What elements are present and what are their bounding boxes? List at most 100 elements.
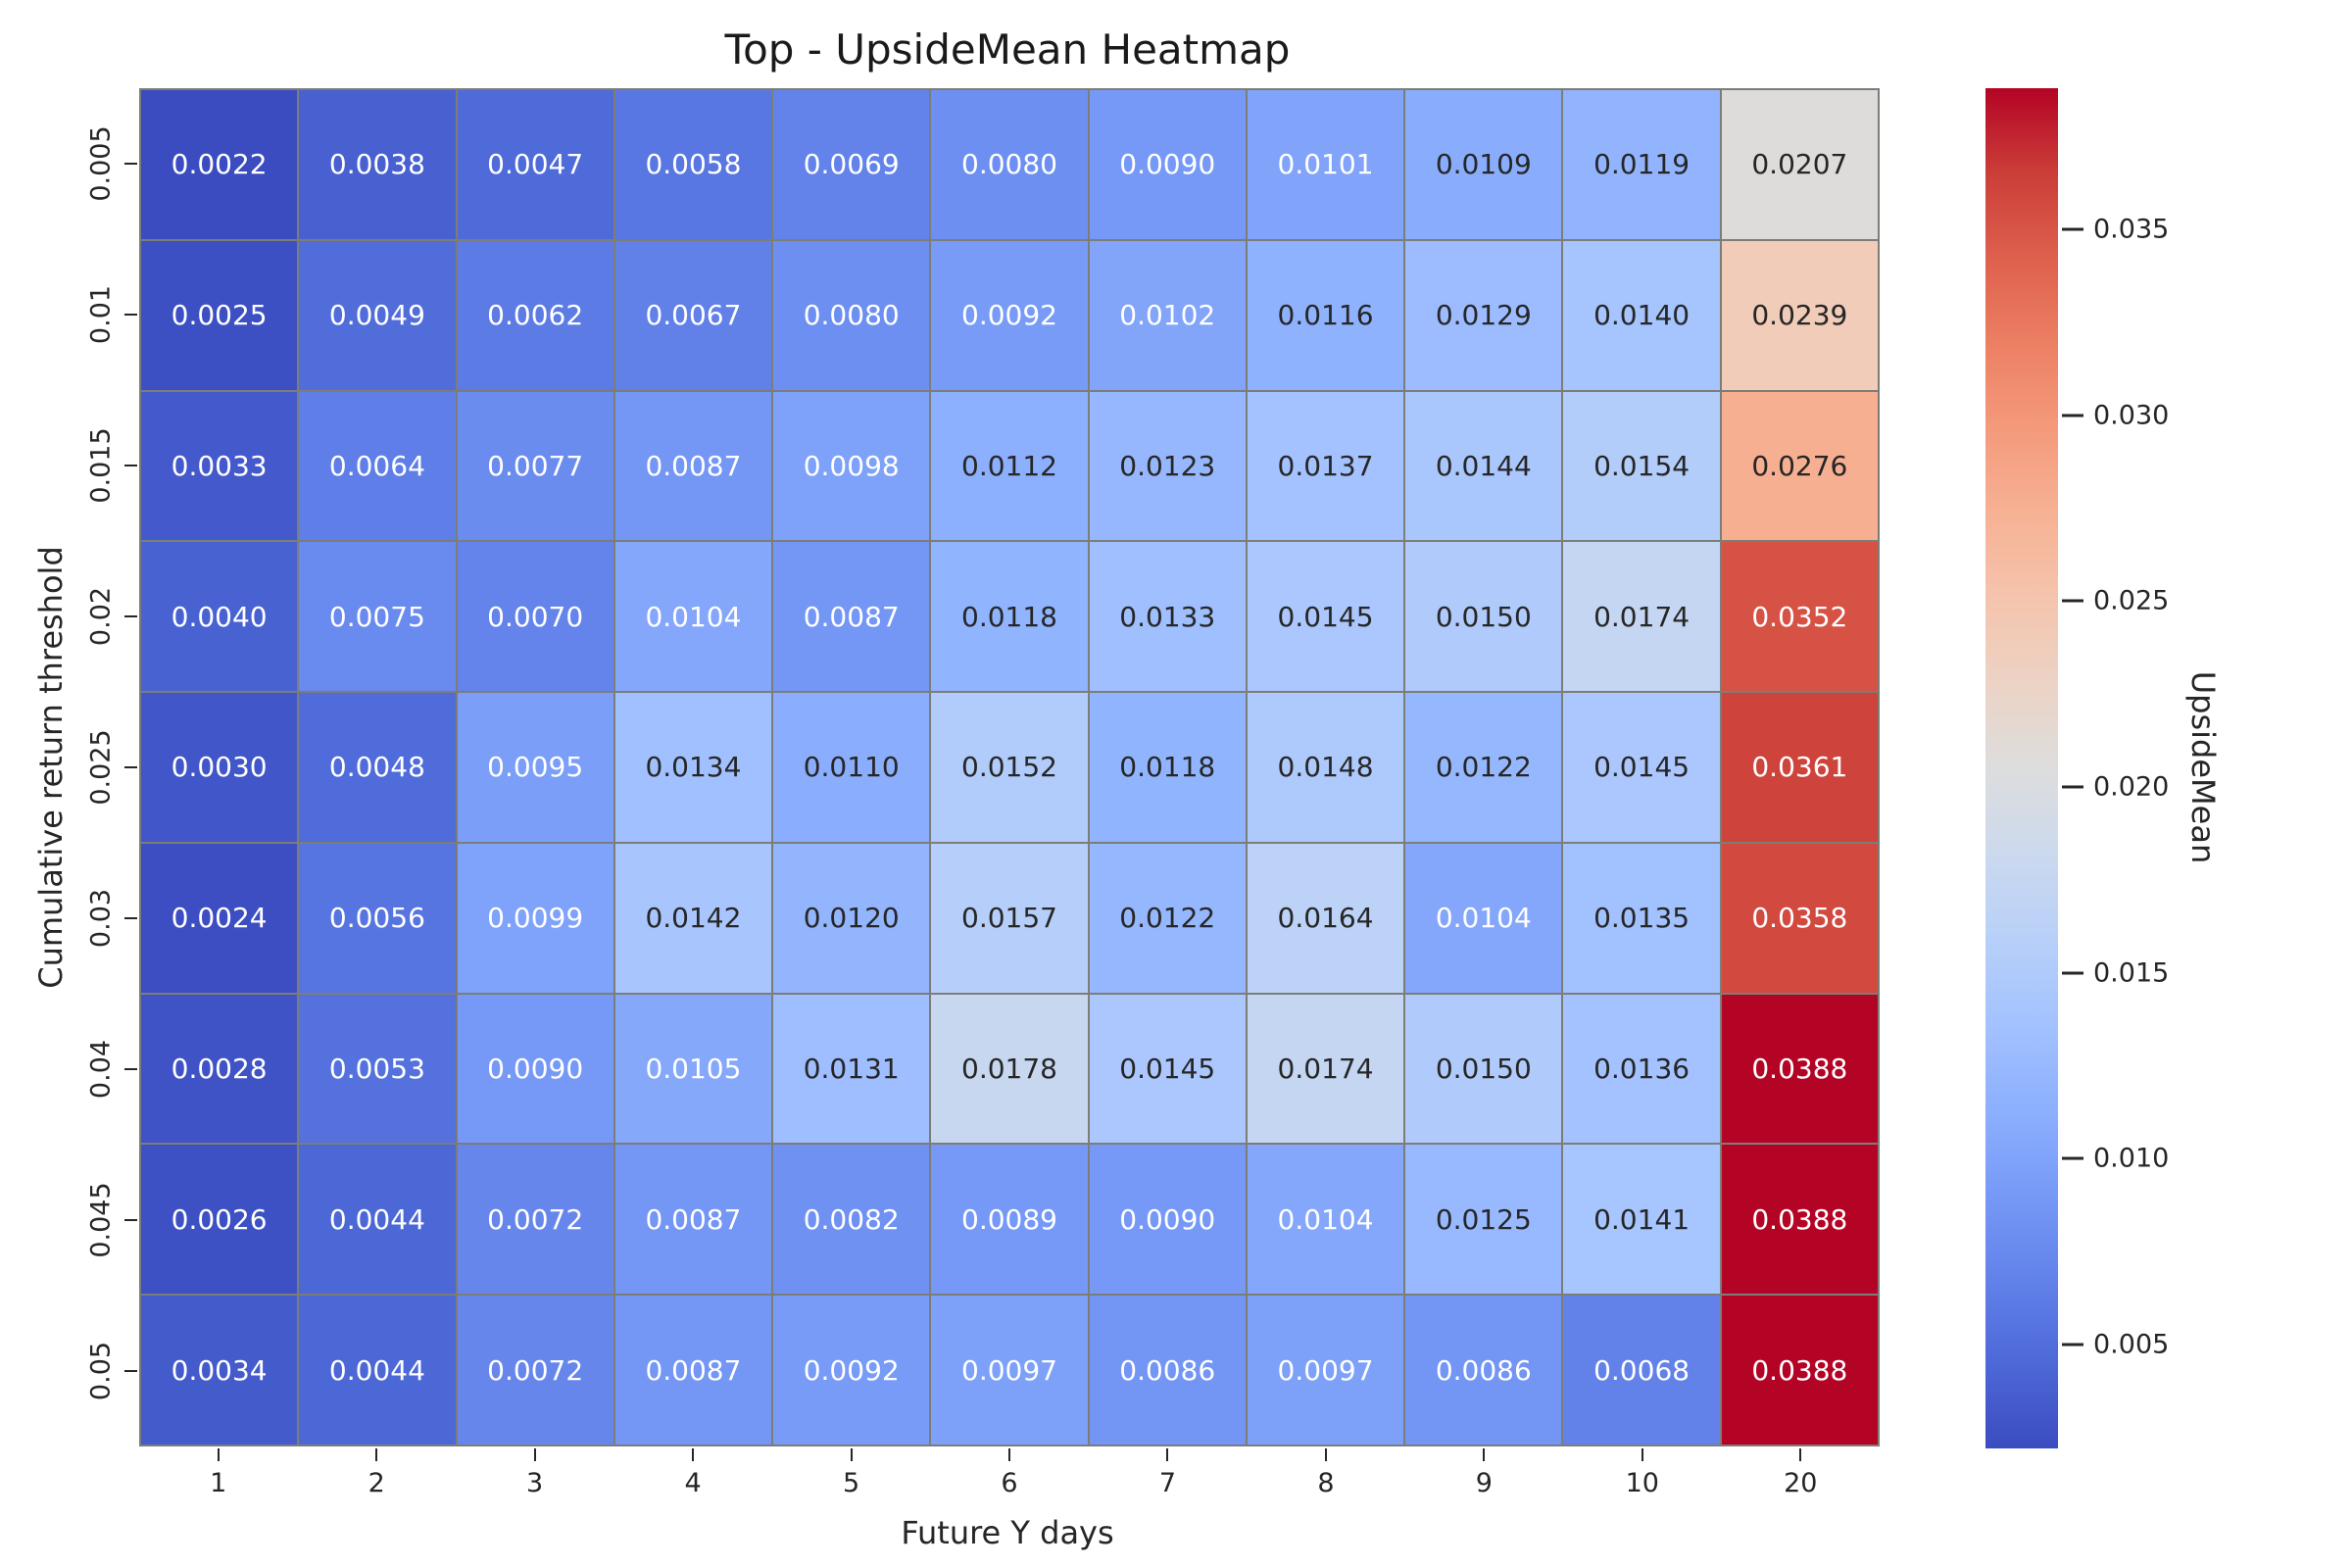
- colorbar-tick-mark: [2062, 1343, 2083, 1347]
- y-tick-mark: [124, 766, 137, 768]
- heatmap-cell-value: 0.0388: [1751, 1202, 1848, 1236]
- heatmap-cell: 0.0072: [457, 1296, 613, 1445]
- heatmap-cell-value: 0.0044: [328, 1202, 425, 1236]
- heatmap-cell: 0.0080: [773, 240, 930, 390]
- x-tick-mark: [1166, 1448, 1169, 1461]
- heatmap-cell: 0.0122: [1405, 693, 1562, 842]
- heatmap-cell-value: 0.0148: [1277, 751, 1374, 784]
- heatmap-cell: 0.0388: [1721, 1145, 1878, 1295]
- y-tick-label: 0.03: [85, 888, 117, 949]
- colorbar-tick-mark: [2062, 1156, 2083, 1160]
- heatmap-cell-value: 0.0080: [803, 299, 900, 332]
- y-tick-label: 0.045: [85, 1182, 117, 1258]
- heatmap-cell: 0.0095: [457, 693, 613, 842]
- y-tick-label: 0.02: [85, 586, 117, 647]
- heatmap-cell-value: 0.0026: [171, 1202, 268, 1236]
- heatmap-cell-value: 0.0142: [645, 902, 742, 935]
- heatmap-cell-value: 0.0118: [961, 600, 1057, 633]
- heatmap-cell-value: 0.0104: [1277, 1202, 1374, 1236]
- heatmap-cell-value: 0.0122: [1435, 751, 1532, 784]
- y-tick-mark: [124, 163, 137, 165]
- heatmap-cell-value: 0.0090: [1119, 148, 1216, 181]
- heatmap-cell-value: 0.0154: [1593, 449, 1690, 482]
- x-tick-label: 1: [210, 1468, 227, 1498]
- heatmap-cell: 0.0174: [1563, 542, 1720, 692]
- heatmap-cell: 0.0152: [931, 693, 1088, 842]
- heatmap-cell: 0.0099: [457, 843, 613, 993]
- heatmap-cell: 0.0025: [141, 240, 298, 390]
- heatmap-cell-value: 0.0022: [171, 148, 268, 181]
- heatmap-cell-value: 0.0145: [1277, 600, 1374, 633]
- heatmap-cell: 0.0150: [1405, 542, 1562, 692]
- heatmap-cell-value: 0.0152: [961, 751, 1057, 784]
- y-tick-label: 0.01: [85, 284, 117, 345]
- heatmap-cell-value: 0.0097: [961, 1353, 1057, 1387]
- y-tick-label: 0.005: [85, 125, 117, 202]
- heatmap-cell-value: 0.0064: [328, 449, 425, 482]
- x-tick-label: 8: [1317, 1468, 1335, 1498]
- heatmap-cell-value: 0.0089: [961, 1202, 1057, 1236]
- heatmap-cell: 0.0112: [931, 391, 1088, 541]
- heatmap-cell: 0.0038: [299, 90, 456, 239]
- heatmap-cell-value: 0.0358: [1751, 902, 1848, 935]
- heatmap-cell-value: 0.0102: [1119, 299, 1216, 332]
- heatmap-cell-value: 0.0118: [1119, 751, 1216, 784]
- heatmap-cell-value: 0.0024: [171, 902, 268, 935]
- colorbar-tick-mark: [2062, 414, 2083, 417]
- colorbar-tick-label: 0.025: [2093, 585, 2170, 616]
- y-tick-mark: [124, 1219, 137, 1221]
- heatmap-cell-value: 0.0116: [1277, 299, 1374, 332]
- heatmap-cell-value: 0.0086: [1435, 1353, 1532, 1387]
- heatmap-cell-value: 0.0361: [1751, 751, 1848, 784]
- heatmap-cell-value: 0.0135: [1593, 902, 1690, 935]
- colorbar-tick-label: 0.030: [2093, 400, 2170, 431]
- colorbar-tick-label: 0.015: [2093, 957, 2170, 989]
- heatmap-cell-value: 0.0122: [1119, 902, 1216, 935]
- heatmap-cell-value: 0.0141: [1593, 1202, 1690, 1236]
- heatmap-cell: 0.0080: [931, 90, 1088, 239]
- heatmap-cell: 0.0077: [457, 391, 613, 541]
- heatmap-cell: 0.0145: [1563, 693, 1720, 842]
- heatmap-cell: 0.0047: [457, 90, 613, 239]
- heatmap-cell: 0.0116: [1247, 240, 1404, 390]
- heatmap-cell: 0.0361: [1721, 693, 1878, 842]
- y-tick-mark: [124, 314, 137, 316]
- heatmap-cell-value: 0.0145: [1119, 1053, 1216, 1086]
- x-tick-label: 4: [684, 1468, 702, 1498]
- colorbar-tick-label: 0.020: [2093, 771, 2170, 803]
- y-tick-mark: [124, 917, 137, 919]
- x-tick-label: 9: [1475, 1468, 1493, 1498]
- heatmap-cell-value: 0.0087: [645, 449, 742, 482]
- y-axis-label-text: Cumulative return threshold: [32, 546, 70, 989]
- heatmap-cell-value: 0.0145: [1593, 751, 1690, 784]
- heatmap-cell-value: 0.0033: [171, 449, 268, 482]
- heatmap-cell-value: 0.0239: [1751, 299, 1848, 332]
- heatmap-cell-value: 0.0087: [645, 1202, 742, 1236]
- colorbar: [1985, 88, 2058, 1448]
- heatmap-cell-value: 0.0092: [961, 299, 1057, 332]
- heatmap-cell: 0.0049: [299, 240, 456, 390]
- heatmap-cell-value: 0.0058: [645, 148, 742, 181]
- heatmap-cell: 0.0101: [1247, 90, 1404, 239]
- heatmap-cell-value: 0.0082: [803, 1202, 900, 1236]
- colorbar-tick-label: 0.010: [2093, 1143, 2170, 1174]
- heatmap-cell: 0.0109: [1405, 90, 1562, 239]
- heatmap-cell: 0.0110: [773, 693, 930, 842]
- heatmap-cell: 0.0068: [1563, 1296, 1720, 1445]
- heatmap-cell-value: 0.0030: [171, 751, 268, 784]
- heatmap-cell: 0.0087: [614, 1145, 772, 1295]
- heatmap-cell-value: 0.0112: [961, 449, 1057, 482]
- heatmap-cell: 0.0087: [614, 391, 772, 541]
- heatmap-cell: 0.0134: [614, 693, 772, 842]
- heatmap-cell: 0.0388: [1721, 1296, 1878, 1445]
- heatmap-cell: 0.0140: [1563, 240, 1720, 390]
- heatmap-cell-value: 0.0090: [1119, 1202, 1216, 1236]
- heatmap-cell-value: 0.0129: [1435, 299, 1532, 332]
- heatmap-cell: 0.0239: [1721, 240, 1878, 390]
- heatmap-cell-value: 0.0174: [1593, 600, 1690, 633]
- heatmap-cell-value: 0.0119: [1593, 148, 1690, 181]
- x-tick-label: 20: [1784, 1468, 1818, 1498]
- heatmap-cell: 0.0137: [1247, 391, 1404, 541]
- colorbar-tick: 0.020: [2062, 771, 2169, 802]
- heatmap-cell: 0.0122: [1089, 843, 1246, 993]
